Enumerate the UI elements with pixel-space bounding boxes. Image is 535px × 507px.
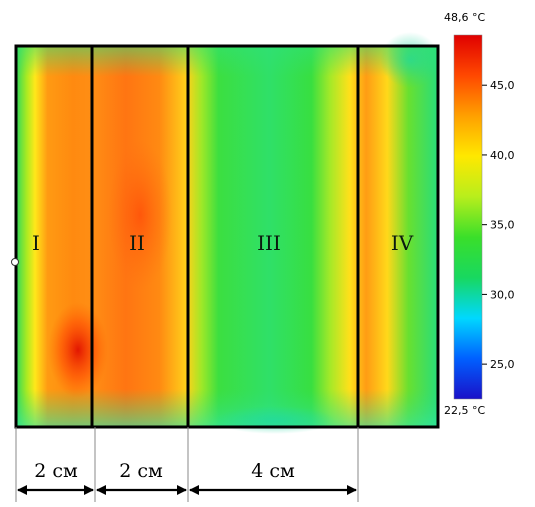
dimension-label-2: 2 см [119, 460, 163, 482]
color-scale: 48,6 °C 45,0 40,0 35,0 30,0 25,0 22,5 °C [444, 11, 515, 417]
hotspot-zone-1 [48, 302, 108, 398]
cool-region-top [380, 32, 440, 88]
scale-tick-label: 40,0 [490, 149, 515, 162]
dimension-label-1: 2 см [34, 460, 78, 482]
scale-min-label: 22,5 °C [444, 404, 485, 417]
scale-tick-label: 30,0 [490, 288, 515, 301]
zone-label-2: II [129, 231, 145, 255]
scale-max-label: 48,6 °C [444, 11, 485, 24]
edge-marker-dot [11, 258, 19, 266]
dimension-extension-lines [15, 427, 359, 502]
hotspot-zone-2 [108, 140, 172, 290]
zone-frames [14, 44, 440, 429]
scale-ticks: 45,0 40,0 35,0 30,0 25,0 [482, 79, 515, 371]
zone-label-4: IV [391, 231, 414, 255]
zone-label-1: I [32, 231, 40, 255]
scale-tick-label: 35,0 [490, 219, 515, 232]
thermal-image [16, 32, 440, 434]
zone-label-3: III [257, 231, 281, 255]
color-scale-bar [453, 34, 483, 400]
cool-region-bottom [215, 406, 335, 434]
zone-frame-4 [356, 44, 440, 429]
scale-tick-label: 25,0 [490, 358, 515, 371]
scale-tick-label: 45,0 [490, 79, 515, 92]
dimension-label-3: 4 см [251, 460, 295, 482]
